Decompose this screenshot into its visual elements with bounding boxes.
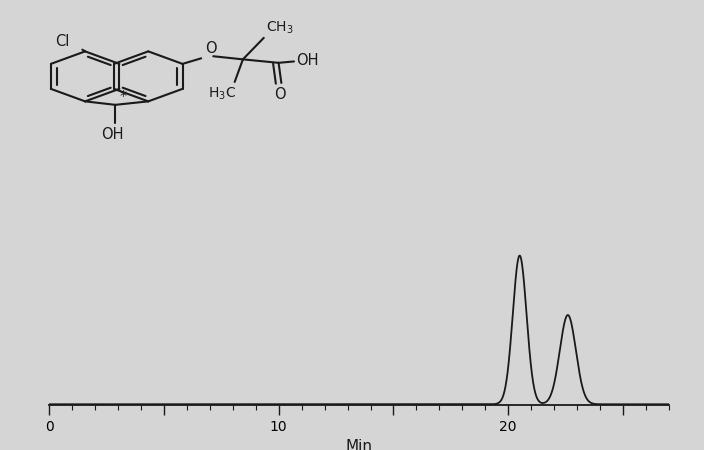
X-axis label: Min: Min	[346, 439, 372, 450]
Text: O: O	[206, 41, 218, 56]
Text: OH: OH	[101, 127, 124, 142]
Text: OH: OH	[296, 53, 319, 68]
Text: O: O	[275, 87, 286, 102]
Text: *: *	[120, 89, 127, 103]
Text: H$_3$C: H$_3$C	[208, 86, 236, 102]
Text: CH$_3$: CH$_3$	[266, 19, 294, 36]
Text: Cl: Cl	[56, 34, 70, 49]
